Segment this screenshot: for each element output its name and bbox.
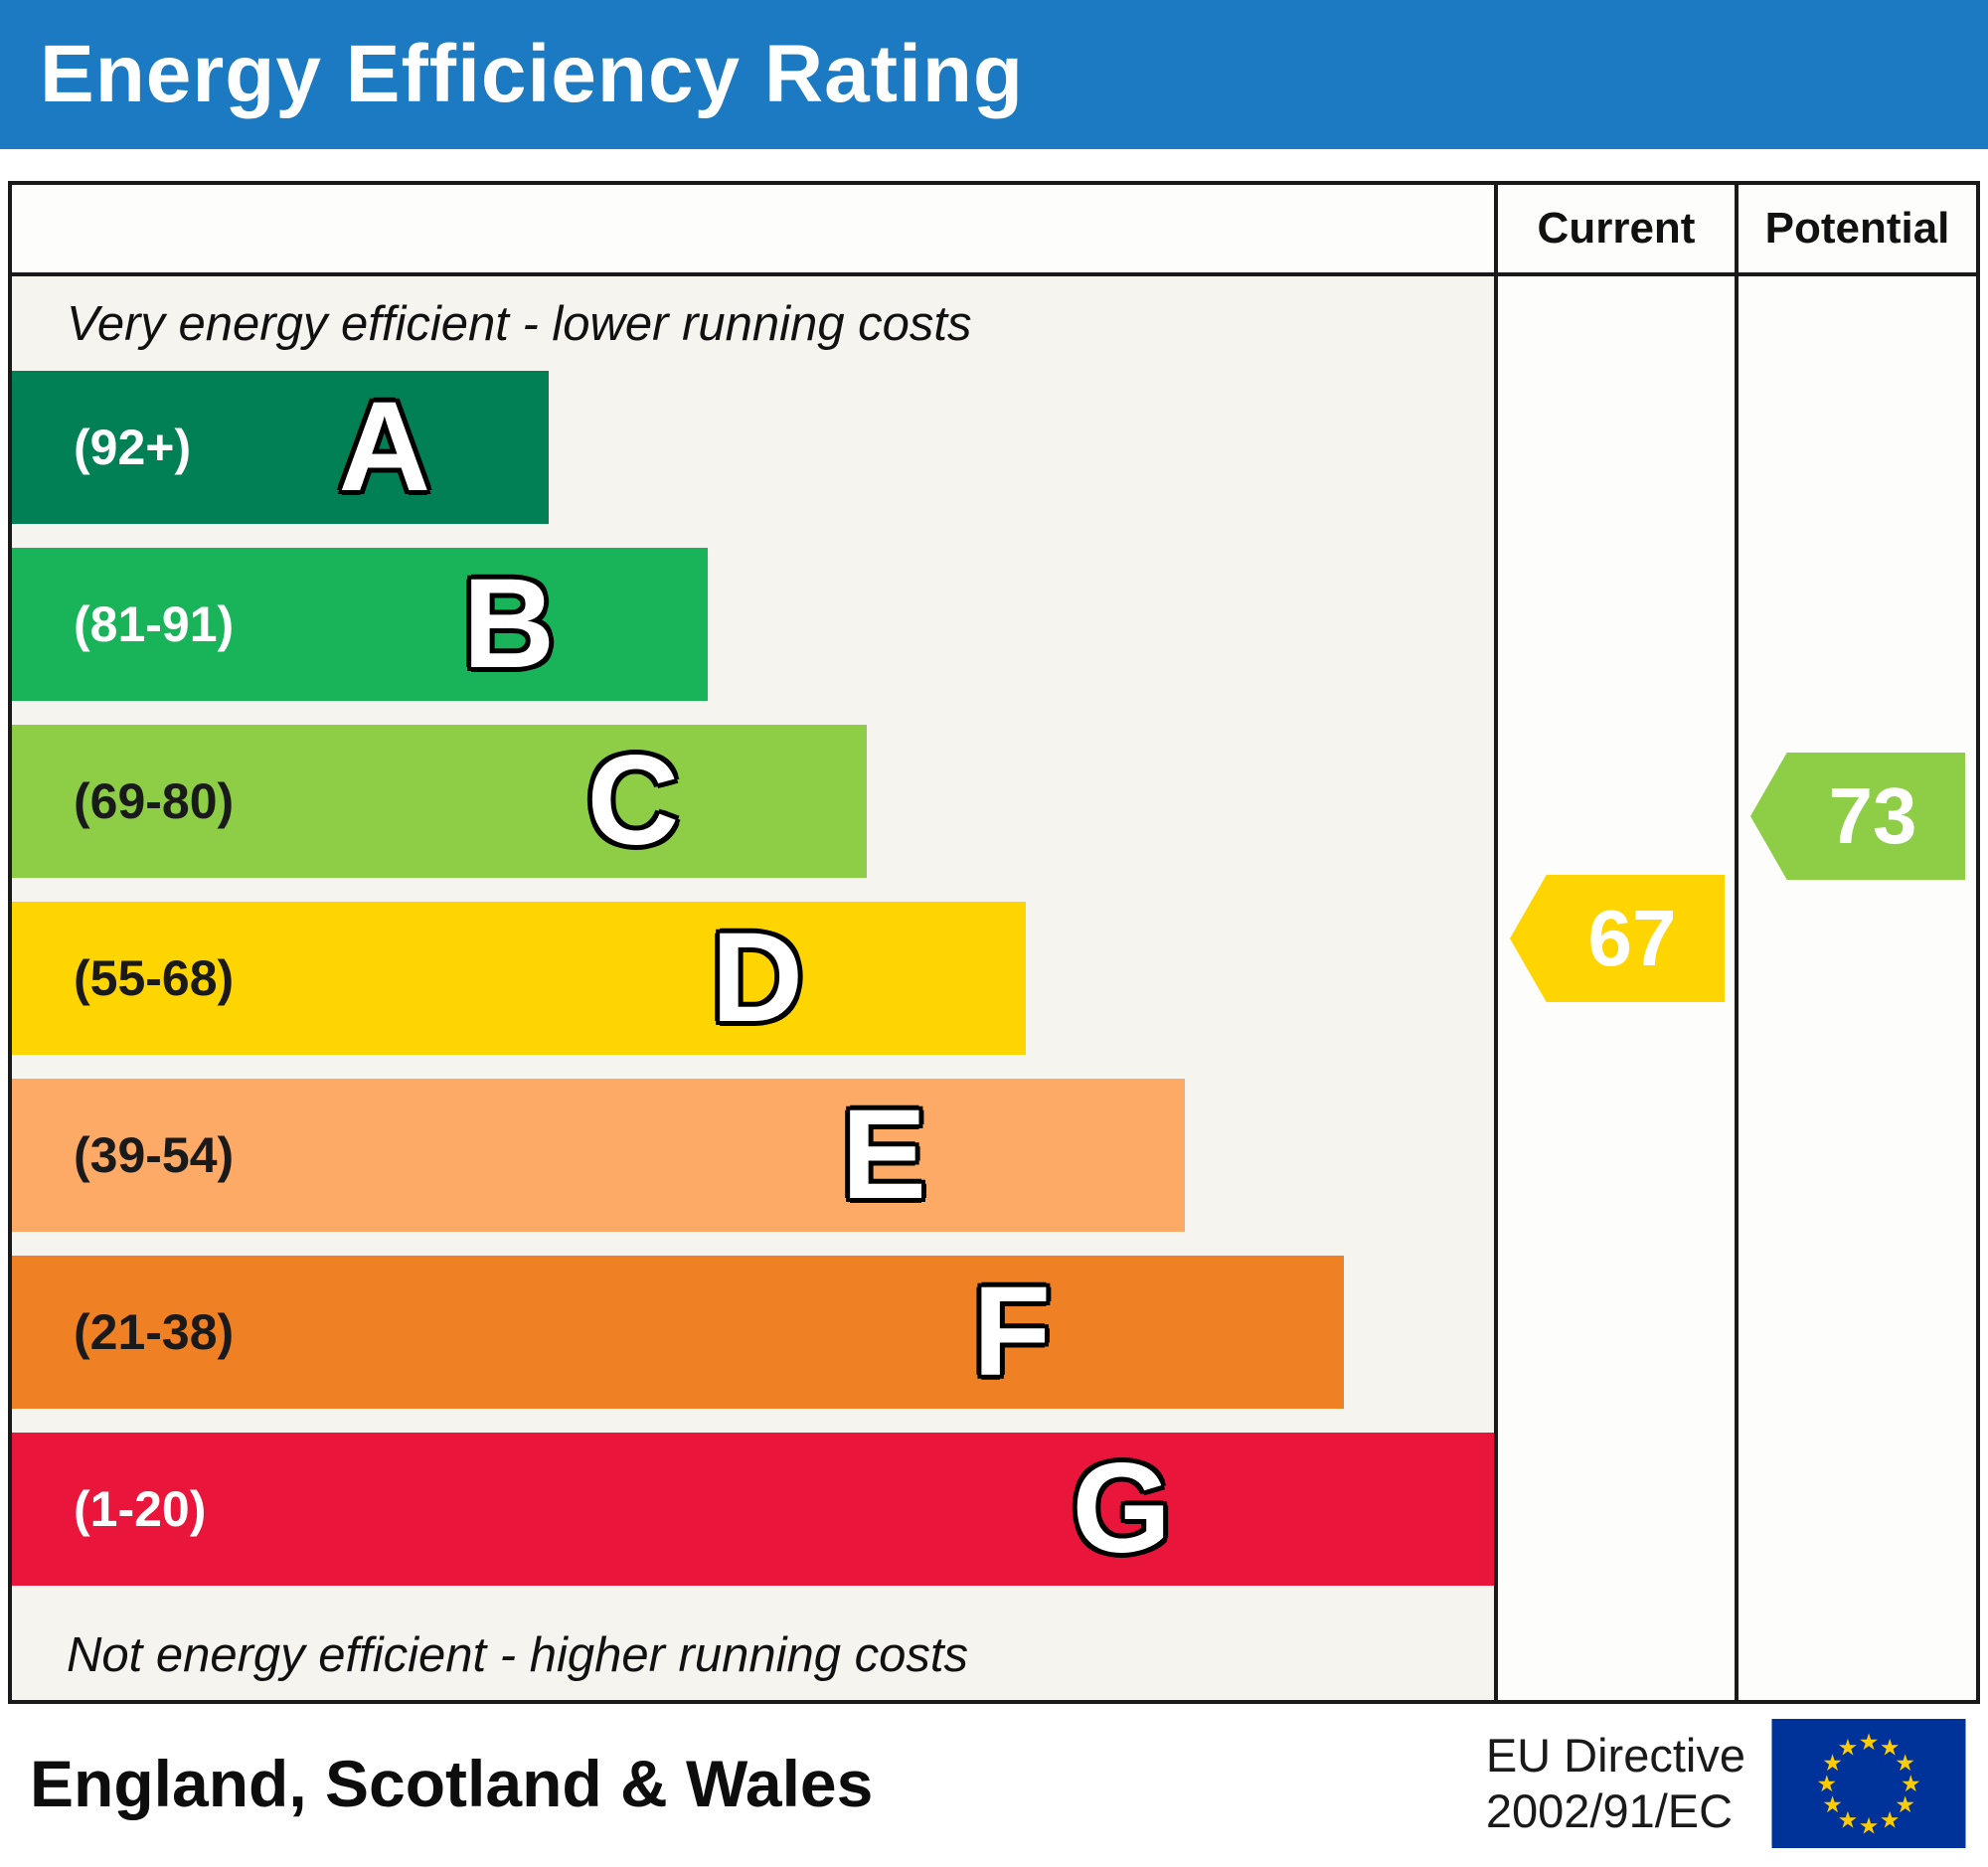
potential-column: 73 (1735, 276, 1976, 1700)
band-range-label: (55-68) (74, 950, 235, 1006)
band-letter: G (1072, 1438, 1171, 1580)
band-letter: C (586, 730, 679, 872)
band-range-label: (39-54) (74, 1127, 235, 1183)
band-bar: (81-91) B (12, 548, 708, 701)
band-row: (55-68) D (12, 902, 1494, 1055)
potential-rating-value: 73 (1828, 771, 1917, 860)
svg-text:★: ★ (1822, 1750, 1842, 1776)
band-row: (21-38) F (12, 1256, 1494, 1409)
band-row: (81-91) B (12, 548, 1494, 701)
svg-text:★: ★ (1880, 1807, 1900, 1833)
svg-text:★: ★ (1901, 1771, 1920, 1796)
svg-text:★: ★ (1838, 1734, 1858, 1760)
svg-text:★: ★ (1895, 1750, 1914, 1776)
eu-flag-icon: ★ ★ ★ ★ ★ ★ ★ ★ ★ ★ ★ ★ (1771, 1719, 1966, 1848)
eu-directive-text: EU Directive 2002/91/EC (1486, 1728, 1745, 1840)
bands-container: (92+) A (81-91) B (69-80) C (55-68) D (3… (12, 371, 1494, 1586)
title-bar: Energy Efficiency Rating (0, 0, 1988, 149)
page-title: Energy Efficiency Rating (40, 29, 1025, 119)
band-bar: (55-68) D (12, 902, 1026, 1055)
band-row: (39-54) E (12, 1079, 1494, 1232)
potential-rating-arrow: 73 (1750, 753, 1965, 880)
chart-header-row: Current Potential (12, 185, 1976, 276)
svg-text:★: ★ (1838, 1807, 1858, 1833)
svg-text:★: ★ (1895, 1791, 1914, 1817)
band-bar: (69-80) C (12, 725, 867, 878)
band-bar: (1-20) G (12, 1433, 1494, 1586)
band-range-label: (92+) (74, 420, 192, 475)
top-note: Very energy efficient - lower running co… (67, 296, 972, 351)
svg-text:★: ★ (1880, 1734, 1900, 1760)
footer: England, Scotland & Wales EU Directive 2… (0, 1704, 1988, 1863)
bottom-note: Not energy efficient - higher running co… (67, 1627, 968, 1682)
svg-text:★: ★ (1817, 1771, 1837, 1796)
band-row: (1-20) G (12, 1433, 1494, 1586)
eu-directive-line1: EU Directive (1485, 1728, 1745, 1782)
current-rating-value: 67 (1587, 894, 1677, 982)
svg-text:★: ★ (1859, 1729, 1879, 1755)
region-label: England, Scotland & Wales (30, 1747, 874, 1820)
svg-text:★: ★ (1822, 1791, 1842, 1817)
header-spacer (12, 185, 1494, 272)
band-bar: (21-38) F (12, 1256, 1344, 1409)
band-bar: (92+) A (12, 371, 549, 524)
current-rating-arrow: 67 (1510, 875, 1725, 1002)
chart-body: Very energy efficient - lower running co… (12, 276, 1976, 1700)
current-column: 67 (1494, 276, 1735, 1700)
band-range-label: (1-20) (74, 1481, 207, 1537)
potential-column-header: Potential (1735, 185, 1976, 272)
band-letter: F (972, 1261, 1051, 1403)
band-area: Very energy efficient - lower running co… (12, 276, 1494, 1700)
band-letter: E (841, 1084, 926, 1226)
band-row: (92+) A (12, 371, 1494, 524)
band-letter: D (711, 907, 803, 1049)
svg-text:★: ★ (1859, 1812, 1879, 1838)
band-range-label: (69-80) (74, 773, 235, 829)
eu-directive-line2: 2002/91/EC (1485, 1784, 1734, 1837)
band-row: (69-80) C (12, 725, 1494, 878)
band-range-label: (81-91) (74, 596, 235, 652)
band-bar: (39-54) E (12, 1079, 1185, 1232)
band-range-label: (21-38) (74, 1304, 235, 1360)
energy-rating-chart: Current Potential Very energy efficient … (8, 181, 1980, 1704)
band-letter: B (462, 553, 555, 695)
current-column-header: Current (1494, 185, 1735, 272)
band-letter: A (338, 376, 430, 518)
